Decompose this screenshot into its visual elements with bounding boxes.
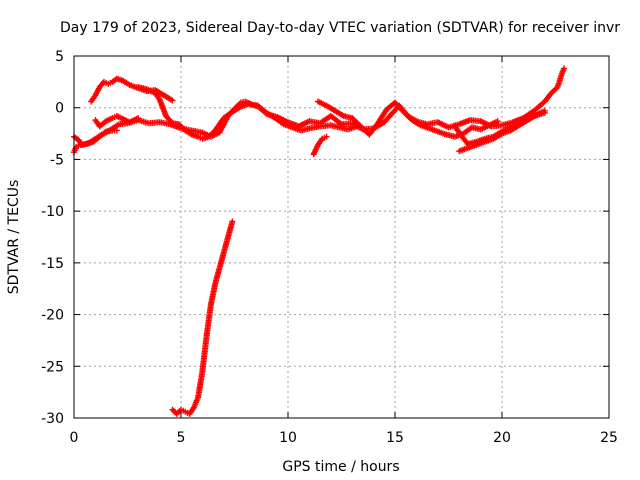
series-arc-10: [456, 107, 548, 155]
y-tick-label: -5: [50, 152, 64, 168]
x-tick-label: 20: [493, 430, 511, 446]
y-tick-label: -10: [41, 204, 64, 220]
series-arc-3: [88, 75, 176, 105]
y-tick-label: -25: [41, 359, 64, 375]
y-tick-label: -30: [41, 411, 64, 427]
data-point: [169, 97, 176, 104]
data-point: [229, 218, 236, 225]
series-arc-5: [92, 112, 142, 130]
data-points: [71, 65, 568, 417]
series-arc-8: [314, 98, 501, 140]
x-tick-label: 15: [386, 430, 404, 446]
y-axis-label: SDTVAR / TECUs: [6, 180, 22, 295]
y-tick-label: -15: [41, 256, 64, 272]
plot-frame: [73, 55, 610, 419]
series-arc-4: [135, 84, 360, 142]
y-tick-label: -20: [41, 308, 64, 324]
x-axis-label: GPS time / hours: [282, 459, 399, 475]
chart-title: Day 179 of 2023, Sidereal Day-to-day VTE…: [60, 20, 620, 36]
series-arc-6: [169, 218, 236, 417]
y-tick-label: 5: [55, 49, 64, 65]
grid: [74, 56, 609, 418]
y-tick-label: 0: [55, 101, 64, 117]
series-arc-7: [310, 133, 330, 158]
data-point: [113, 127, 120, 134]
data-point: [494, 118, 501, 125]
axis-ticks: 0 5 10 15 20 25 -30 -25 -20 -15 -10 -5 0 5: [41, 49, 618, 446]
x-tick-label: 5: [177, 430, 186, 446]
x-tick-label: 0: [70, 430, 79, 446]
data-point: [135, 115, 142, 122]
data-point: [561, 65, 568, 72]
data-point: [323, 133, 330, 140]
x-tick-label: 10: [279, 430, 297, 446]
x-tick-label: 25: [600, 430, 618, 446]
data-point: [541, 107, 548, 114]
